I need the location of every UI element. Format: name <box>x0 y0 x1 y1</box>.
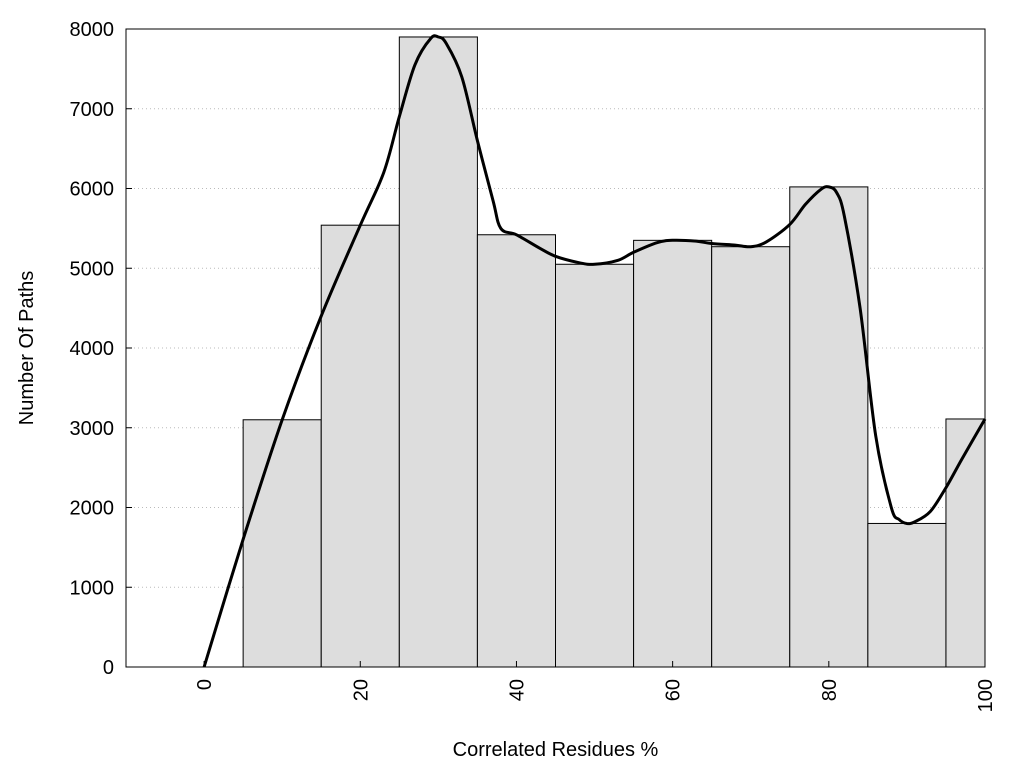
y-tick-label: 6000 <box>70 179 115 201</box>
x-tick-label: 40 <box>506 679 528 701</box>
y-axis-ticks: 0 1000 2000 3000 4000 5000 6000 7000 8000 <box>70 19 132 679</box>
y-tick-label: 2000 <box>70 498 115 520</box>
histogram-bar <box>555 263 635 668</box>
x-tick-label: 60 <box>663 679 685 701</box>
y-axis-title: Number Of Paths <box>16 271 38 426</box>
histogram-bars <box>242 36 986 668</box>
y-tick-label: 4000 <box>70 338 115 360</box>
x-tick-label: 20 <box>350 679 372 701</box>
x-tick-label: 100 <box>975 679 997 712</box>
y-tick-label: 7000 <box>70 99 115 121</box>
x-tick-label: 0 <box>194 679 216 690</box>
histogram-bar <box>711 246 791 668</box>
histogram-bar <box>633 239 713 668</box>
x-tick-label: 80 <box>819 679 841 701</box>
histogram-bar <box>789 186 869 668</box>
y-tick-label: 1000 <box>70 577 115 599</box>
y-tick-label: 3000 <box>70 418 115 440</box>
histogram-bar <box>945 418 986 668</box>
curve-line <box>202 34 987 668</box>
histogram-bar <box>476 234 556 668</box>
histogram-bar <box>398 36 478 668</box>
x-axis-title: Correlated Residues % <box>453 739 659 761</box>
histogram-bar <box>867 522 947 668</box>
y-tick-label: 0 <box>103 657 114 679</box>
histogram-bar <box>320 224 400 668</box>
y-tick-label: 5000 <box>70 258 115 280</box>
x-axis-ticks: 0 20 40 60 80 100 <box>194 661 997 712</box>
smoothed-curve <box>202 34 987 668</box>
histogram-bar <box>242 419 322 668</box>
y-tick-label: 8000 <box>70 19 115 41</box>
